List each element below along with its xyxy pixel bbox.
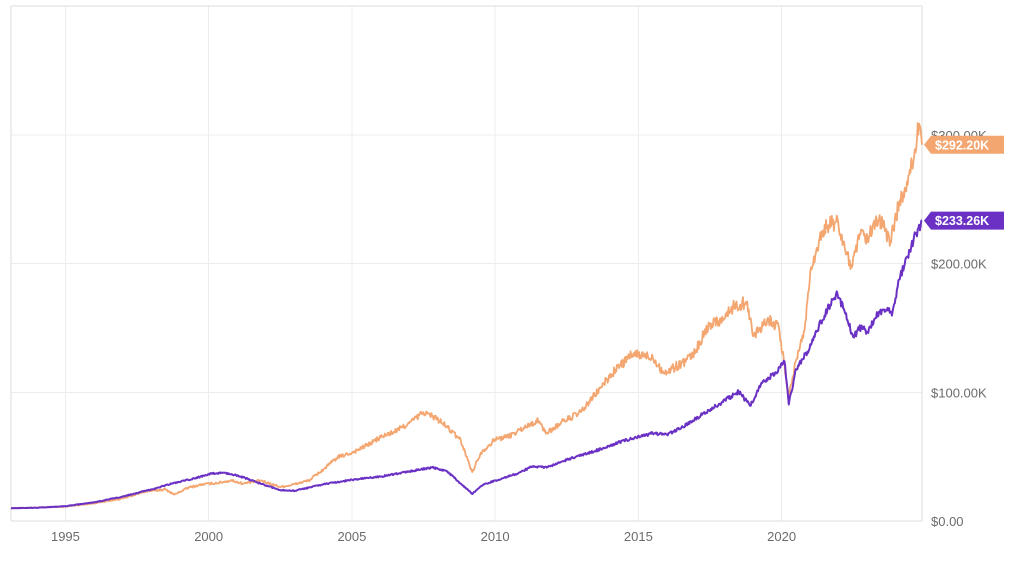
series-line-purple	[10, 219, 923, 510]
y-tick-label: $0.00	[931, 514, 964, 529]
series-line-orange	[10, 122, 923, 510]
x-tick-label: 2015	[624, 529, 653, 544]
end-value-badges: $292.20K $233.26K	[924, 135, 1004, 230]
axes	[10, 5, 923, 522]
end-badge-shape	[924, 211, 1004, 230]
y-tick-label: $100.00K	[931, 385, 987, 400]
x-tick-label: 2010	[481, 529, 510, 544]
end-badge-label: $292.20K	[935, 138, 989, 152]
series-lines	[10, 122, 923, 510]
end-badge-purple: $233.26K	[924, 211, 1004, 230]
end-badge-label: $233.26K	[935, 214, 989, 228]
x-tick-label: 2000	[194, 529, 223, 544]
grid	[11, 6, 922, 521]
y-tick-label: $200.00K	[931, 257, 987, 272]
tick-labels: 1995 2000 2005 2010 2015 2020 $0.00 $100.00K $20…	[51, 128, 987, 544]
x-tick-label: 1995	[51, 529, 80, 544]
x-tick-label: 2005	[337, 529, 366, 544]
end-badge-shape	[924, 135, 1004, 154]
end-badge-orange: $292.20K	[924, 135, 1004, 154]
x-tick-label: 2020	[767, 529, 796, 544]
